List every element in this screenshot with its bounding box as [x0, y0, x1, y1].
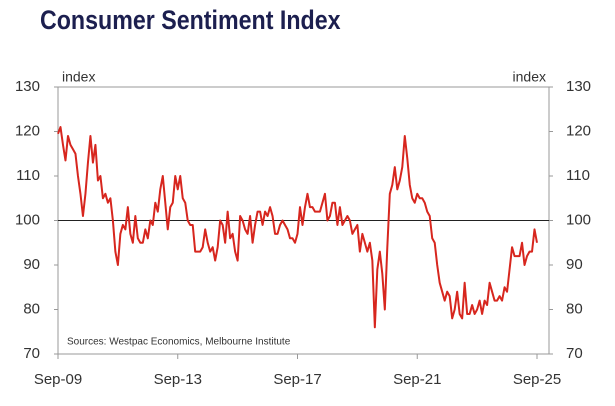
y-tick-label: 80: [23, 300, 40, 317]
chart-title: Consumer Sentiment Index: [40, 6, 341, 36]
y2-axis-label: index: [513, 69, 546, 85]
y-tick-label: 130: [15, 78, 40, 95]
y-tick-label: 110: [16, 167, 40, 184]
y-tick-label: 100: [15, 211, 40, 228]
y2-tick-label: 130: [566, 78, 591, 95]
source-note: Sources: Westpac Economics, Melbourne In…: [67, 337, 291, 348]
y2-tick-label: 80: [566, 300, 583, 317]
y2-tick-label: 110: [566, 167, 590, 184]
y2-tick-label: 90: [566, 256, 583, 273]
x-tick-label: Sep-21: [393, 371, 441, 388]
x-tick-label: Sep-13: [154, 371, 202, 388]
x-tick-label: Sep-17: [273, 371, 321, 388]
y-tick-label: 90: [23, 256, 40, 273]
x-tick-label: Sep-09: [34, 371, 82, 388]
x-tick-label: Sep-25: [513, 371, 561, 388]
y-axis-label: index: [62, 69, 95, 85]
y2-tick-label: 70: [566, 345, 583, 362]
y2-tick-label: 120: [566, 122, 591, 139]
y-tick-label: 70: [23, 345, 40, 362]
y-tick-label: 120: [15, 122, 40, 139]
y2-tick-label: 100: [566, 211, 591, 228]
series-line: [57, 126, 538, 329]
